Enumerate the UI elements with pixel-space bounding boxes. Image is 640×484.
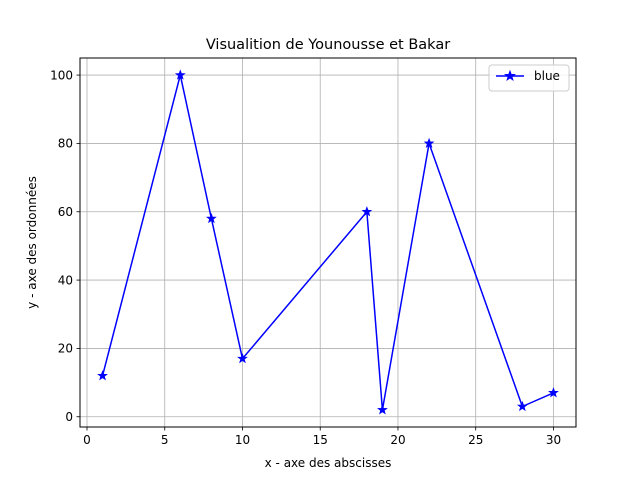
x-tick-label: 15 xyxy=(313,433,328,447)
y-axis-label: y - axe des ordonnées xyxy=(25,176,39,309)
data-point-star-marker xyxy=(516,400,528,412)
data-point-star-marker xyxy=(205,212,217,224)
x-tick-label: 5 xyxy=(161,433,169,447)
x-axis-label: x - axe des abscisses xyxy=(265,456,392,470)
data-point-star-marker xyxy=(377,404,388,415)
plot-frame xyxy=(79,57,577,428)
y-tick-label: 80 xyxy=(58,137,73,151)
y-tick-label: 0 xyxy=(65,410,73,424)
plot-data xyxy=(97,69,559,415)
x-tick-label: 25 xyxy=(468,433,483,447)
x-tick-label: 20 xyxy=(390,433,405,447)
legend-star-marker xyxy=(504,69,516,82)
x-tick-label: 10 xyxy=(235,433,250,447)
data-point-star-marker xyxy=(174,69,186,80)
y-tick-label: 100 xyxy=(50,68,73,82)
data-point-star-marker xyxy=(97,370,108,381)
legend: blue xyxy=(488,64,570,92)
grid xyxy=(80,58,576,427)
legend-label: blue xyxy=(534,69,560,83)
y-tick-label: 40 xyxy=(58,273,73,287)
data-point-star-marker xyxy=(548,387,559,398)
chart-title: Visualition de Younousse et Bakar xyxy=(206,37,450,53)
x-tick-label: 30 xyxy=(546,433,561,447)
data-point-star-marker xyxy=(361,206,373,217)
legend-box xyxy=(488,64,570,92)
x-tick-label: 0 xyxy=(83,433,91,447)
axis-ticks: 0 5 10 15 20 25 30 0 20 40 60 80 100 xyxy=(50,68,561,447)
y-tick-label: 60 xyxy=(58,205,73,219)
data-point-star-marker xyxy=(237,353,248,364)
y-tick-label: 20 xyxy=(58,342,73,356)
data-point-star-marker xyxy=(423,137,435,148)
